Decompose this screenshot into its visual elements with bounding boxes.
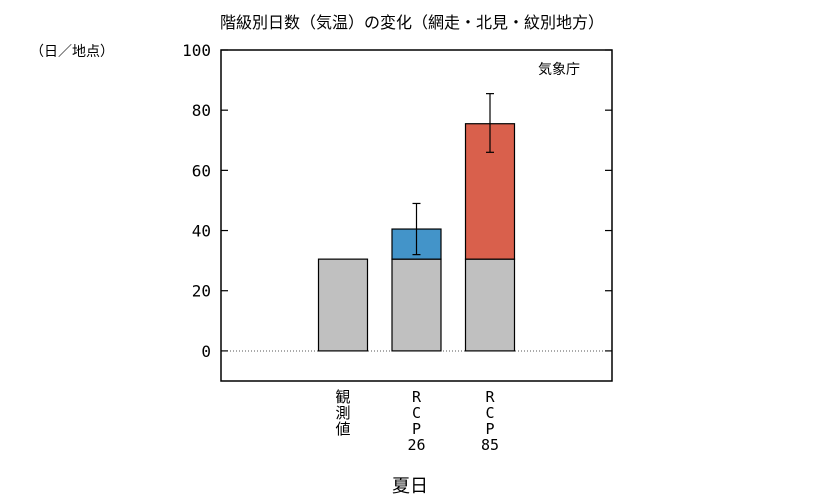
x-axis-label: 夏日 <box>392 476 428 497</box>
category-label-char: 26 <box>407 436 425 454</box>
category-label-char: 測 <box>335 404 350 422</box>
y-tick-label: 40 <box>192 222 211 241</box>
category-label-char: P <box>485 420 494 438</box>
category-label-char: C <box>485 404 494 422</box>
y-tick-label: 20 <box>192 282 211 301</box>
y-tick-label: 80 <box>192 101 211 120</box>
y-axis-unit-label: （日／地点） <box>30 44 114 60</box>
bar-base-segment <box>391 258 442 352</box>
chart-title: 階級別日数（気温）の変化（網走・北見・紋別地方） <box>220 13 604 32</box>
y-axis-ticks: 0 20 40 60 80 100 <box>182 41 612 361</box>
category-label-char: R <box>412 388 422 406</box>
plot-area-frame <box>220 49 613 382</box>
bar-base-segment <box>317 258 369 352</box>
category-label-char: R <box>485 388 495 406</box>
source-note: 気象庁 <box>538 62 580 78</box>
category-label-char: P <box>412 420 421 438</box>
category-label-char: C <box>412 404 421 422</box>
category-label-char: 観 <box>335 388 350 406</box>
category-label-char: 値 <box>335 420 350 438</box>
y-tick-label: 100 <box>182 41 211 60</box>
y-tick-label: 60 <box>192 161 211 180</box>
error-bars <box>412 93 494 256</box>
y-tick-label: 0 <box>201 342 211 361</box>
bar-base-segment <box>464 258 516 352</box>
category-label-char: 85 <box>481 436 499 454</box>
